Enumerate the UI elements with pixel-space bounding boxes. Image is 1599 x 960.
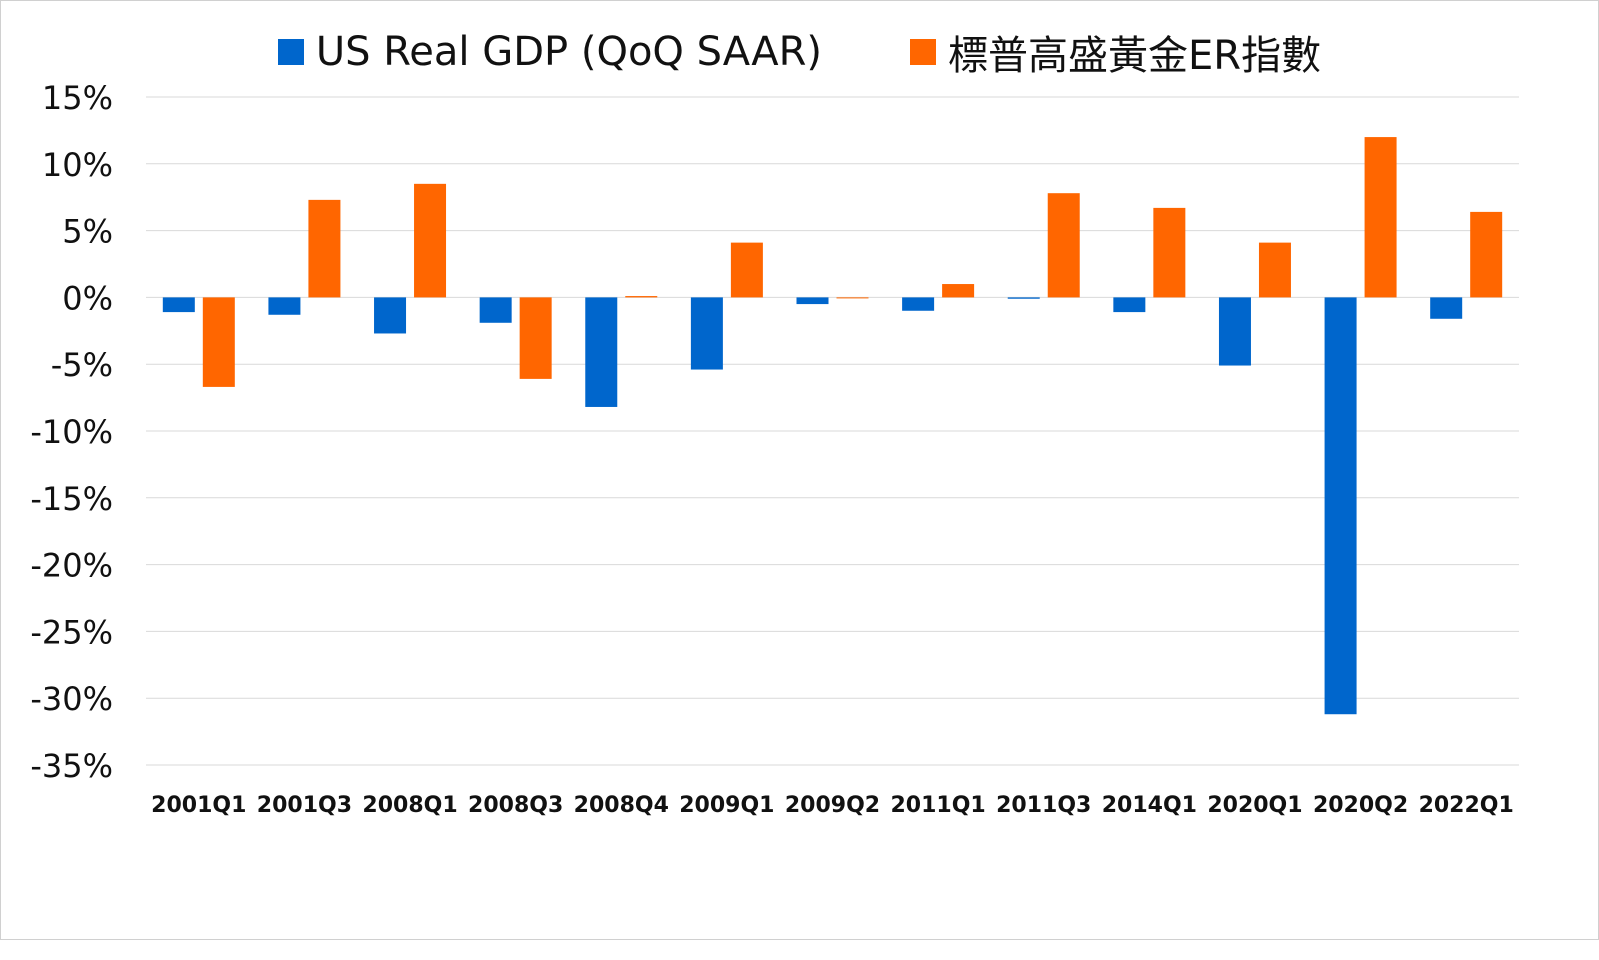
x-tick-label: 2022Q1 — [1419, 793, 1514, 818]
x-tick-label: 2014Q1 — [1102, 793, 1197, 818]
y-tick-label: -15% — [30, 480, 113, 518]
x-tick-label: 2008Q3 — [468, 793, 563, 818]
bar-gold-2008Q3 — [519, 297, 552, 379]
legend-label-gold: 標普高盛黃金ER指數 — [948, 33, 1322, 79]
legend-label-gdp: US Real GDP (QoQ SAAR) — [315, 29, 822, 75]
y-tick-label: -10% — [30, 413, 113, 451]
x-tick-label: 2008Q4 — [574, 793, 669, 818]
bar-gdp-2008Q1 — [374, 297, 407, 334]
legend-item-gold: 標普高盛黃金ER指數 — [910, 23, 1321, 81]
bar-gdp-2001Q3 — [268, 297, 301, 315]
legend-swatch-gdp — [277, 39, 304, 65]
y-tick-label: 10% — [42, 146, 113, 184]
bar-gdp-2011Q3 — [1007, 297, 1040, 299]
bar-gold-2008Q4 — [625, 296, 658, 298]
x-tick-label: 2020Q1 — [1207, 793, 1302, 818]
bar-gold-2009Q2 — [836, 297, 869, 299]
bar-gdp-2022Q1 — [1430, 297, 1463, 319]
bar-gold-2001Q3 — [308, 199, 341, 298]
bar-gold-2008Q1 — [414, 183, 447, 298]
bar-gdp-2020Q2 — [1324, 297, 1357, 715]
bar-gold-2001Q1 — [202, 297, 235, 387]
bar-gold-2009Q1 — [730, 242, 763, 298]
bar-gdp-2011Q1 — [902, 297, 935, 311]
y-tick-label: -20% — [30, 547, 113, 585]
x-tick-label: 2011Q3 — [996, 793, 1091, 818]
bar-gold-2014Q1 — [1153, 207, 1186, 298]
bar-gdp-2008Q3 — [479, 297, 512, 323]
bar-gold-2011Q3 — [1047, 193, 1080, 298]
x-tick-label: 2009Q2 — [785, 793, 880, 818]
bar-gdp-2020Q1 — [1218, 297, 1251, 366]
y-tick-label: 15% — [42, 79, 113, 117]
x-tick-label: 2001Q1 — [151, 793, 246, 818]
bar-chart: 15% 10% 5% 0% -5% -10% -15% -20% -25% -30% -35% 200… — [30, 79, 1519, 818]
bar-gdp-2008Q4 — [585, 297, 618, 407]
y-tick-label: 5% — [62, 213, 113, 251]
x-tick-label: 2001Q3 — [257, 793, 352, 818]
x-tick-label: 2011Q1 — [890, 793, 985, 818]
legend-item-gdp: US Real GDP (QoQ SAAR) — [277, 23, 822, 81]
x-tick-label: 2009Q1 — [679, 793, 774, 818]
bar-gold-2020Q2 — [1364, 137, 1397, 298]
y-tick-label: 0% — [62, 279, 113, 317]
legend: US Real GDP (QoQ SAAR) 標普高盛黃金ER指數 — [1, 23, 1598, 81]
bar-gdp-2014Q1 — [1113, 297, 1146, 313]
y-tick-label: -5% — [51, 346, 113, 384]
y-tick-label: -30% — [30, 680, 113, 718]
y-tick-label: -35% — [30, 747, 113, 785]
bar-gold-2020Q1 — [1258, 242, 1291, 298]
bar-gold-2011Q1 — [942, 284, 975, 298]
x-tick-label: 2020Q2 — [1313, 793, 1408, 818]
bar-gdp-2001Q1 — [162, 297, 195, 313]
chart-frame: US Real GDP (QoQ SAAR) 標普高盛黃金ER指數 15% 10%… — [0, 0, 1599, 940]
y-tick-label: -25% — [30, 613, 113, 651]
bar-gold-2022Q1 — [1470, 211, 1503, 298]
legend-swatch-gold — [910, 39, 936, 65]
x-tick-label: 2008Q1 — [362, 793, 457, 818]
bar-gdp-2009Q2 — [796, 297, 829, 305]
bar-gdp-2009Q1 — [690, 297, 723, 370]
